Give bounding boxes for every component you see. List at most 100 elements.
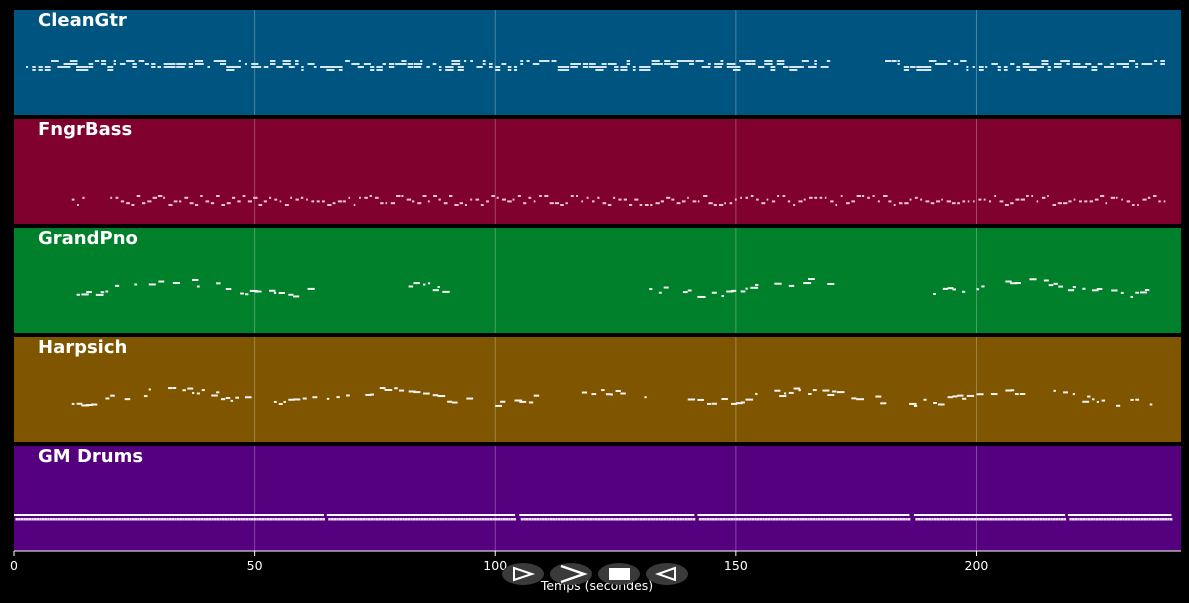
note — [269, 518, 273, 521]
note — [382, 514, 386, 516]
note — [812, 389, 817, 392]
note — [260, 514, 264, 516]
note — [258, 204, 263, 206]
note — [740, 196, 742, 199]
track-lane[interactable]: GM Drums — [14, 446, 1181, 551]
note — [523, 202, 527, 205]
note — [766, 198, 769, 201]
note — [944, 518, 947, 521]
note — [1051, 514, 1055, 516]
note — [379, 514, 383, 516]
note — [125, 514, 129, 516]
note — [584, 518, 587, 521]
note — [326, 66, 335, 68]
note — [501, 63, 507, 65]
note — [110, 196, 113, 199]
note — [705, 514, 709, 516]
note — [865, 518, 869, 521]
fast-forward-button[interactable] — [550, 563, 592, 585]
note — [264, 518, 267, 521]
note — [200, 518, 204, 521]
note — [230, 399, 234, 402]
note — [94, 60, 100, 62]
note — [199, 514, 203, 516]
note — [201, 514, 205, 516]
note — [101, 63, 107, 65]
note — [647, 518, 651, 521]
note — [337, 200, 343, 203]
note — [51, 60, 59, 62]
note — [700, 514, 704, 516]
note — [536, 518, 540, 521]
track-name: Harpsich — [38, 337, 127, 358]
rewind-button[interactable] — [646, 563, 688, 585]
note — [1079, 518, 1083, 521]
note — [1122, 63, 1129, 65]
note — [663, 286, 669, 289]
note — [346, 394, 350, 397]
note — [1003, 69, 1008, 71]
note — [399, 518, 403, 521]
note — [447, 518, 450, 521]
note — [82, 514, 86, 516]
note — [124, 398, 131, 401]
note — [395, 63, 404, 65]
play-button[interactable] — [502, 563, 544, 585]
note — [770, 518, 773, 521]
note — [589, 63, 596, 65]
note — [580, 514, 584, 516]
note — [872, 195, 875, 197]
note — [847, 518, 850, 521]
note — [270, 63, 276, 65]
note — [586, 196, 589, 199]
note — [1127, 518, 1131, 521]
x-tick-label: 0 — [10, 558, 18, 573]
note — [1098, 518, 1101, 521]
note — [1013, 518, 1016, 521]
note — [763, 514, 767, 516]
note — [253, 196, 258, 199]
note — [578, 518, 582, 521]
note — [1010, 518, 1014, 521]
note — [834, 514, 838, 516]
note — [447, 400, 453, 403]
note — [373, 518, 376, 521]
track-lane[interactable]: GrandPno — [14, 228, 1181, 333]
note — [559, 514, 563, 516]
note — [282, 518, 286, 521]
note — [856, 398, 865, 401]
track-lane[interactable]: Harpsich — [14, 337, 1181, 442]
note — [721, 295, 725, 298]
note — [110, 394, 115, 397]
note — [824, 196, 827, 199]
track-lane[interactable]: CleanGtr — [14, 10, 1181, 115]
note — [793, 204, 796, 206]
note — [219, 60, 227, 62]
note — [605, 518, 608, 521]
stop-button[interactable] — [598, 563, 640, 585]
note — [830, 200, 834, 203]
note — [412, 518, 416, 521]
note — [974, 514, 978, 516]
note — [397, 518, 400, 521]
note — [808, 514, 812, 516]
note — [811, 514, 815, 516]
note — [915, 518, 918, 521]
note — [618, 198, 622, 201]
note — [702, 295, 706, 298]
note — [473, 518, 477, 521]
note — [973, 200, 975, 203]
track-lane[interactable]: FngrBass — [14, 119, 1181, 224]
note — [1101, 518, 1104, 521]
note — [629, 518, 632, 521]
note — [113, 518, 116, 521]
note — [395, 514, 399, 516]
note — [29, 514, 33, 516]
note — [338, 66, 343, 68]
note — [403, 514, 407, 516]
note — [923, 398, 927, 401]
note — [191, 514, 195, 516]
note — [1005, 389, 1013, 392]
note — [978, 518, 982, 521]
note — [1144, 289, 1150, 292]
